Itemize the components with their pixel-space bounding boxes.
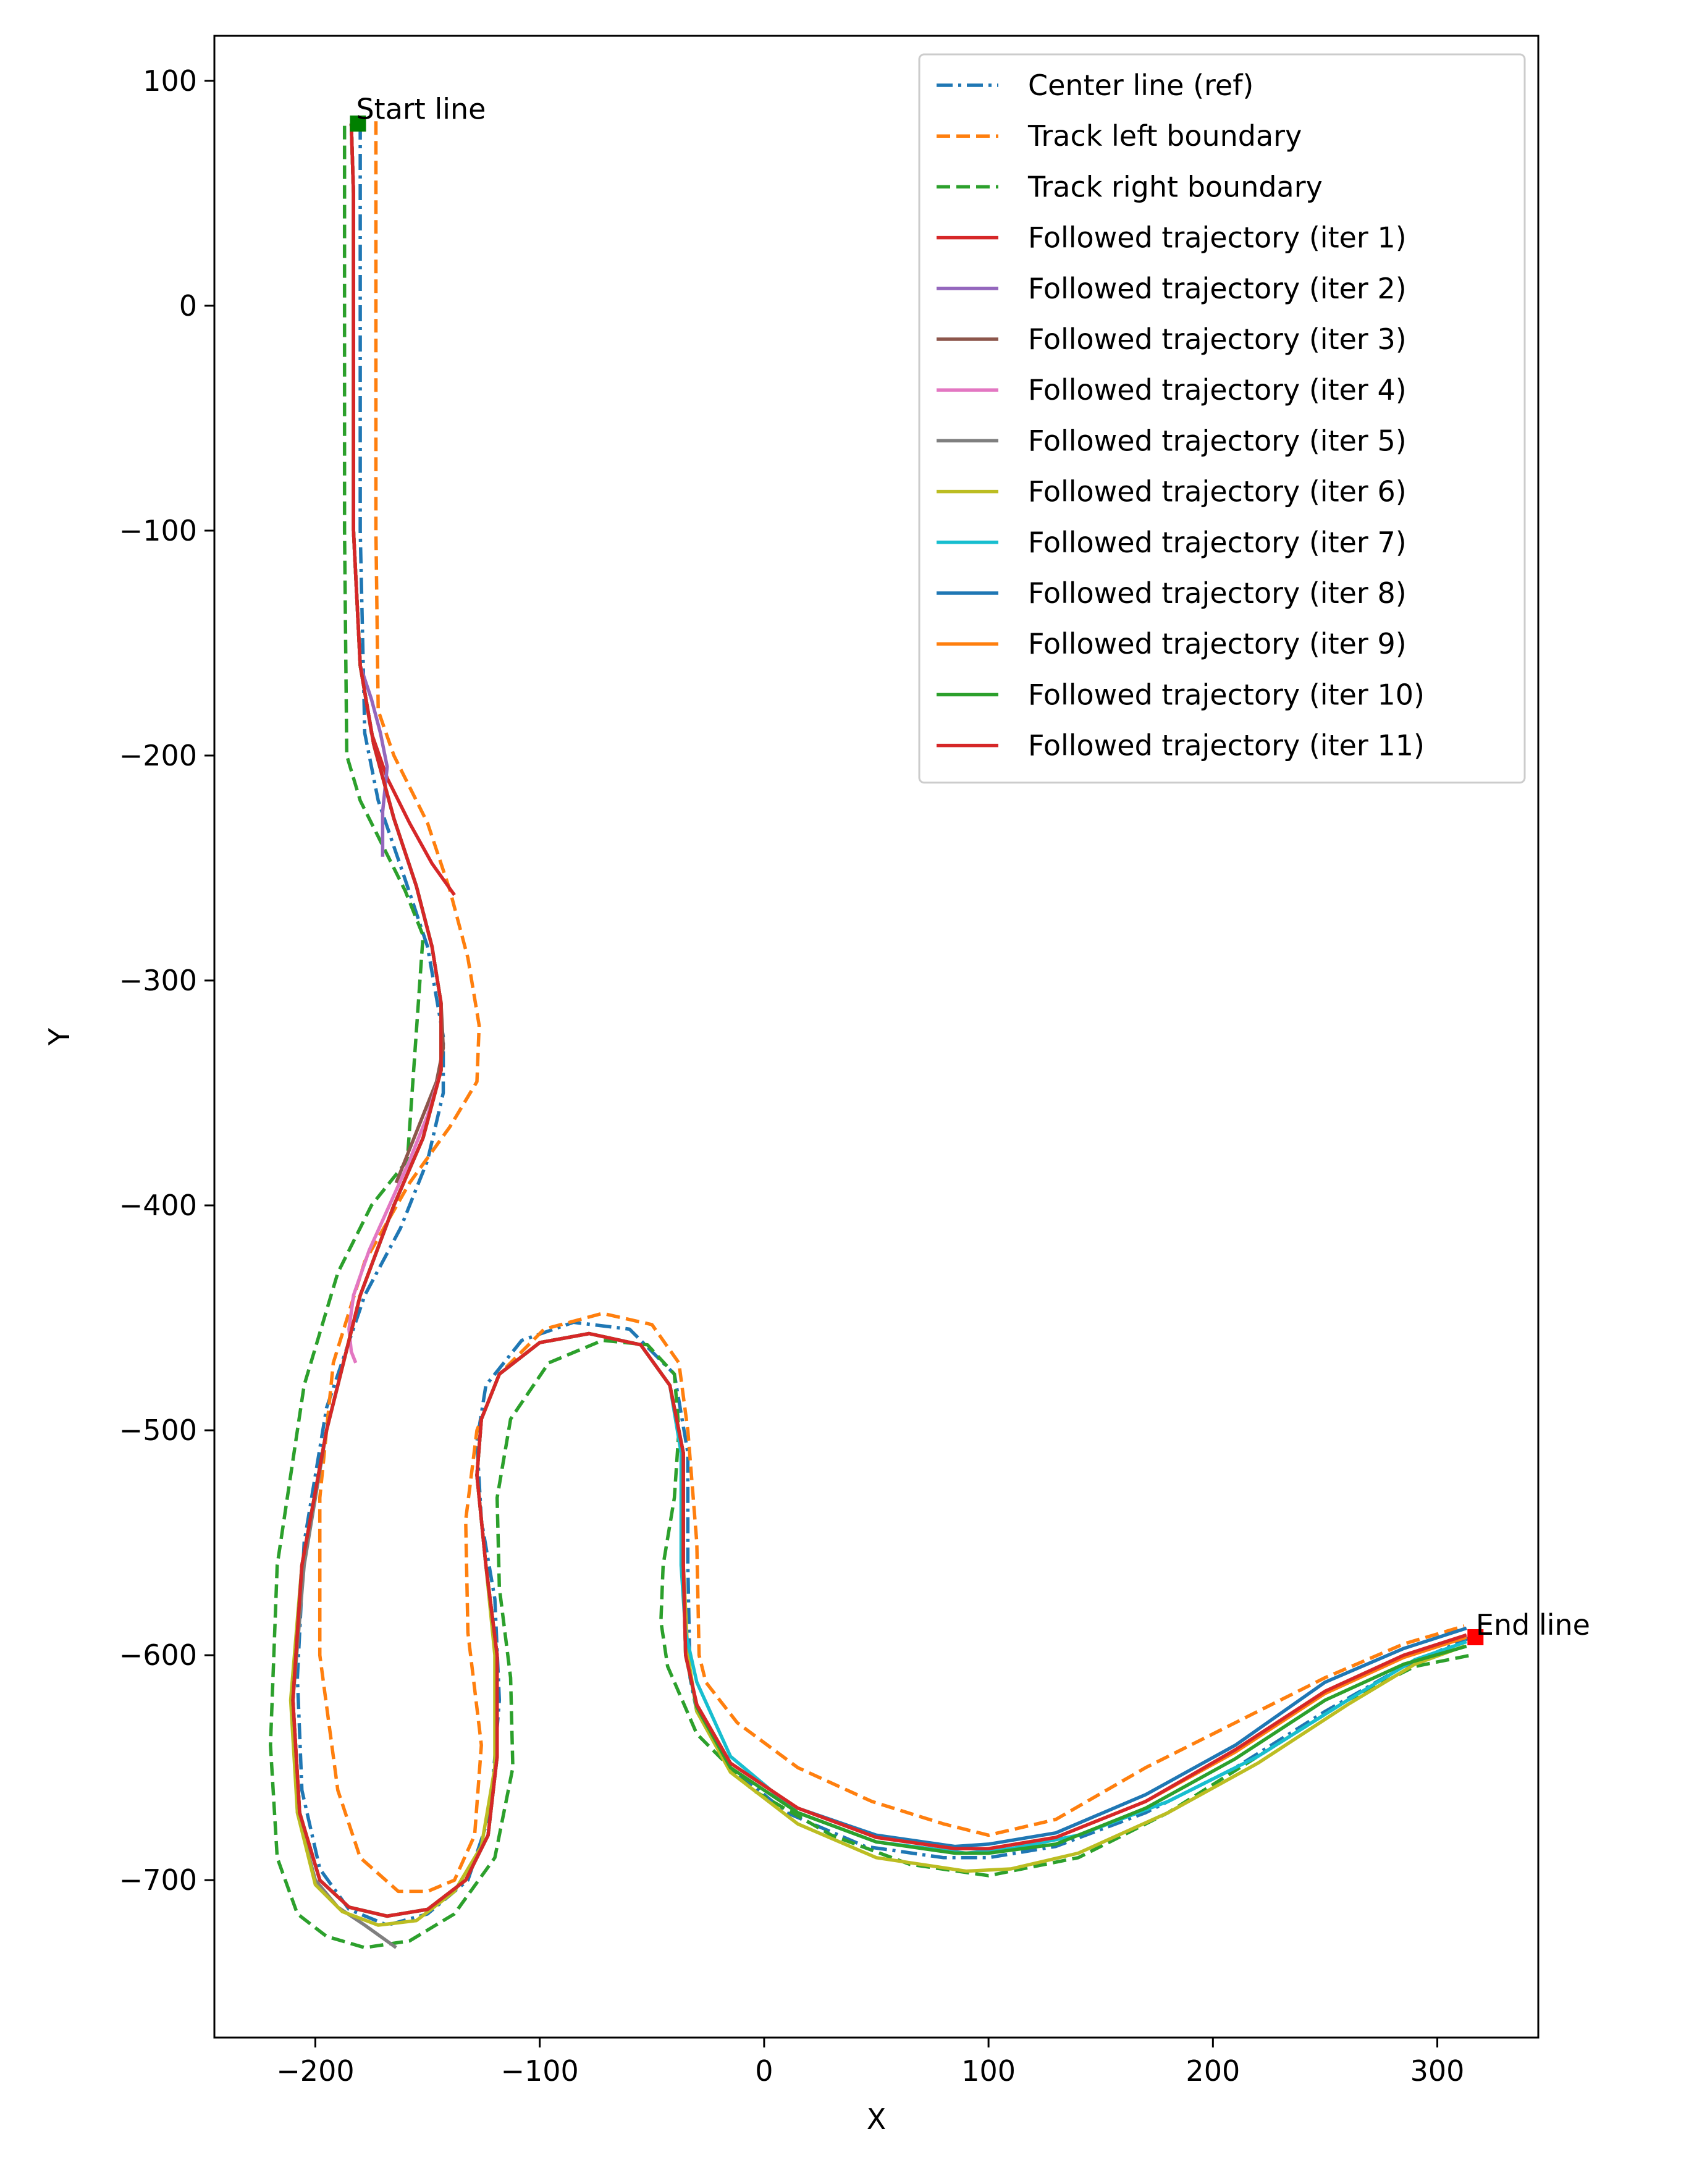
x-tick-label: 300 xyxy=(1410,2054,1465,2088)
legend-label-followed-trajectory-iter-5: Followed trajectory (iter 5) xyxy=(1028,424,1407,457)
annotation-layer: Start line End line xyxy=(356,92,1590,1642)
y-tick-label: −500 xyxy=(119,1414,197,1447)
legend-label-followed-trajectory-iter-2: Followed trajectory (iter 2) xyxy=(1028,272,1407,305)
series-line-followed-trajectory-iter-11 xyxy=(291,123,1467,1918)
annotation-start-line: Start line xyxy=(356,92,486,125)
legend-label-track-left-boundary: Track left boundary xyxy=(1027,119,1302,153)
end-marker xyxy=(1467,1629,1484,1645)
legend-label-followed-trajectory-iter-10: Followed trajectory (iter 10) xyxy=(1028,678,1425,711)
plot-frame xyxy=(213,35,1540,2039)
legend-label-followed-trajectory-iter-3: Followed trajectory (iter 3) xyxy=(1028,323,1407,356)
y-tick-label: −300 xyxy=(119,964,197,997)
series-layer xyxy=(269,121,1472,1950)
legend-box xyxy=(918,53,1526,784)
y-tick-label: −200 xyxy=(119,739,197,772)
x-tick-label: 0 xyxy=(755,2054,773,2088)
legend-label-followed-trajectory-iter-11: Followed trajectory (iter 11) xyxy=(1028,729,1425,762)
y-tick-label: 0 xyxy=(179,289,197,323)
x-axis-label: X xyxy=(867,2102,887,2136)
legend: Center line (ref) Track left boundary Trac… xyxy=(918,53,1526,784)
x-axis: −200 −100 0 100 200 300 xyxy=(276,2038,1464,2088)
x-tick-label: 200 xyxy=(1186,2054,1240,2088)
y-tick-label: 100 xyxy=(143,64,197,98)
marker-layer xyxy=(350,115,1484,1645)
y-axis-label: Y xyxy=(43,1027,76,1046)
legend-label-followed-trajectory-iter-8: Followed trajectory (iter 8) xyxy=(1028,576,1407,610)
legend-label-center-line-ref: Center line (ref) xyxy=(1028,69,1253,102)
legend-label-followed-trajectory-iter-6: Followed trajectory (iter 6) xyxy=(1028,475,1407,508)
series-line-track-right-boundary xyxy=(269,125,1472,1950)
y-tick-label: −700 xyxy=(119,1863,197,1897)
y-tick-label: −600 xyxy=(119,1638,197,1672)
legend-label-followed-trajectory-iter-7: Followed trajectory (iter 7) xyxy=(1028,526,1407,559)
legend-label-followed-trajectory-iter-4: Followed trajectory (iter 4) xyxy=(1028,373,1407,407)
legend-label-followed-trajectory-iter-9: Followed trajectory (iter 9) xyxy=(1028,627,1407,660)
legend-label-track-right-boundary: Track right boundary xyxy=(1027,170,1323,203)
x-tick-label: −200 xyxy=(276,2054,354,2088)
start-marker xyxy=(350,115,366,132)
x-tick-label: 100 xyxy=(961,2054,1016,2088)
series-line-track-left-boundary xyxy=(318,121,1465,1894)
x-tick-label: −100 xyxy=(500,2054,578,2088)
legend-label-followed-trajectory-iter-1: Followed trajectory (iter 1) xyxy=(1028,221,1407,255)
y-tick-label: −400 xyxy=(119,1189,197,1222)
y-tick-label: −100 xyxy=(119,514,197,547)
annotation-end-line: End line xyxy=(1476,1608,1590,1642)
y-axis: 100 0 −100 −200 −300 −400 −500 −600 −700 xyxy=(119,64,214,1897)
